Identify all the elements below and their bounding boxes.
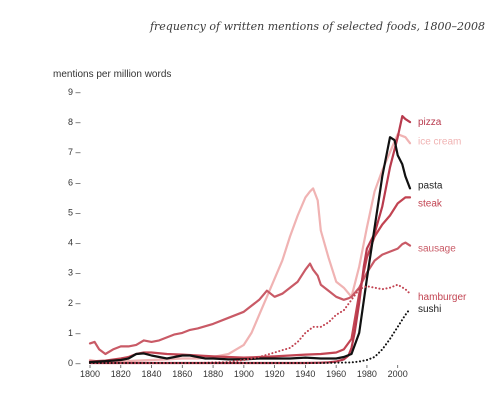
y-tick-label: 4 – — [68, 238, 81, 248]
series-labels: pizza ice cream pasta steak sausage hamburger… — [418, 117, 467, 315]
y-tick-label: 8 – — [68, 117, 81, 127]
series-line-hamburger — [196, 283, 411, 364]
y-tick-label: 2 – — [68, 298, 81, 308]
series-line-sushi — [89, 307, 411, 364]
y-tick-label: 3 – — [68, 268, 81, 278]
x-tick-label: 1920 — [265, 369, 285, 379]
y-tick-label: 9 – — [68, 87, 81, 97]
x-axis-ticks: 1800 1820 1840 1860 1880 1900 1920 1940 1960 1980… — [80, 365, 408, 379]
y-tick-label: 5 – — [68, 207, 81, 217]
x-tick-label: 1860 — [172, 369, 192, 379]
series-label-ice-cream: ice cream — [418, 137, 461, 148]
series-line-pasta — [88, 136, 412, 364]
x-tick-label: 1960 — [326, 369, 346, 379]
x-tick-label: 1800 — [80, 369, 100, 379]
y-tick-label: 7 – — [68, 147, 81, 157]
x-tick-label: 2000 — [388, 369, 408, 379]
series-label-pizza: pizza — [418, 117, 442, 128]
chart-title: frequency of written mentions of selecte… — [149, 20, 485, 33]
x-tick-label: 1840 — [142, 369, 162, 379]
y-tick-label: 1 – — [68, 328, 81, 338]
y-axis-ticks: 0 – 1 – 2 – 3 – 4 – 5 – 6 – 7 – 8 – 9 – — [68, 87, 81, 368]
series-line-sausage — [88, 241, 412, 356]
series-lines — [88, 114, 412, 365]
x-tick-label: 1900 — [234, 369, 254, 379]
x-tick-label: 1940 — [295, 369, 315, 379]
y-axis-label: mentions per million words — [53, 69, 171, 80]
series-label-pasta: pasta — [418, 180, 443, 191]
y-tick-label: 0 – — [68, 358, 81, 368]
series-label-sausage: sausage — [418, 244, 456, 255]
x-tick-label: 1820 — [111, 369, 131, 379]
series-line-pizza — [88, 114, 412, 365]
series-line-ice-cream — [88, 133, 412, 363]
x-tick-label: 1980 — [357, 369, 377, 379]
series-label-steak: steak — [418, 198, 443, 209]
y-tick-label: 6 – — [68, 177, 81, 187]
series-label-sushi: sushi — [418, 304, 441, 315]
x-tick-label: 1880 — [203, 369, 223, 379]
series-label-hamburger: hamburger — [418, 292, 467, 303]
